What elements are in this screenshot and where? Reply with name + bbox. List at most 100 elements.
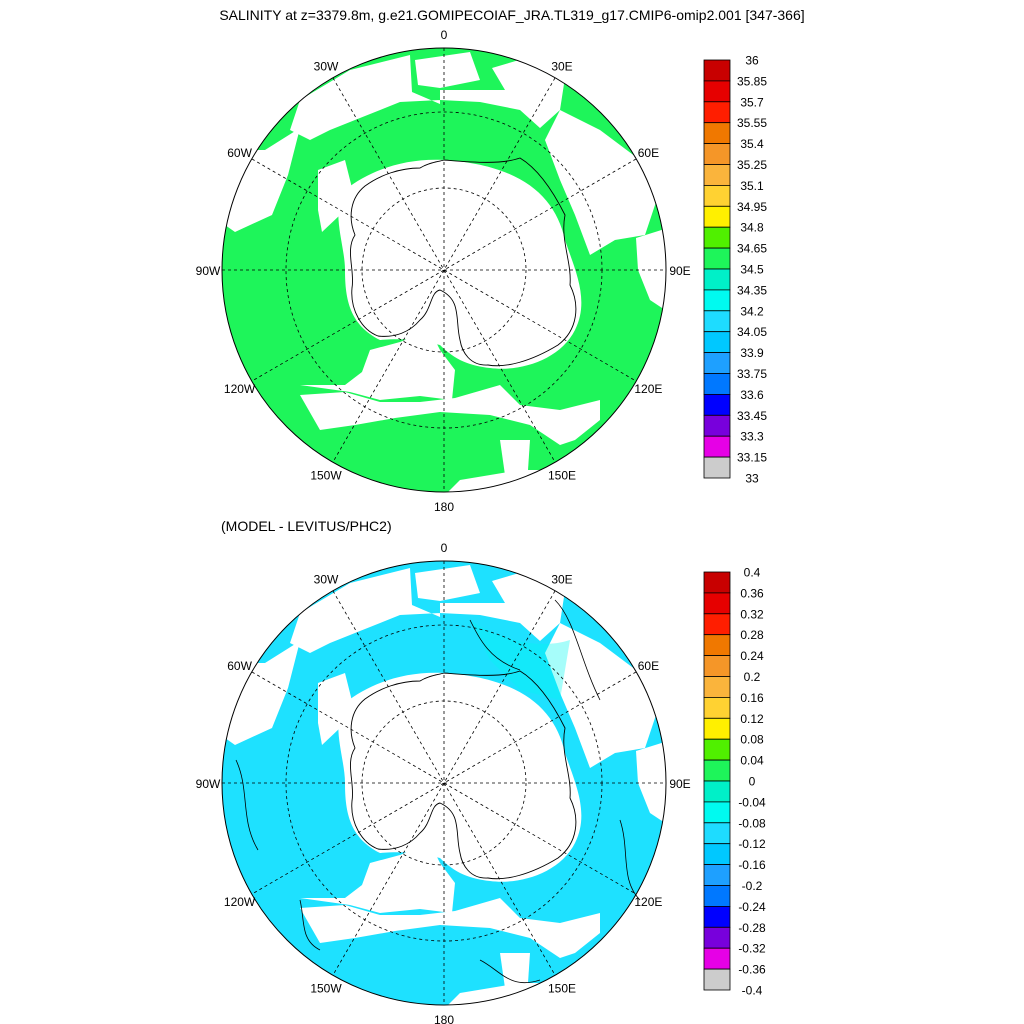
difference-lon-label: 90W [196,777,221,791]
difference-colorbar-box [703,571,731,594]
difference-colorbar-label: -0.32 [738,942,766,956]
figure-title: SALINITY at z=3379.8m, g.e21.GOMIPECOIAF… [219,7,804,23]
difference-colorbar-label: 0.4 [744,566,761,580]
salinity-colorbar-label: 33.6 [740,388,764,402]
salinity-colorbar-box [703,289,731,312]
salinity-lon-label: 90E [669,264,690,278]
difference-colorbar-label: 0.12 [740,712,764,726]
difference-colorbar-label: 0 [749,775,756,789]
difference-colorbar-box [703,676,731,698]
salinity-colorbar-box [703,456,731,479]
difference-colorbar-box [703,926,731,949]
salinity-colorbar-box [703,80,731,103]
salinity-grid [222,48,666,492]
difference-colorbar-box [703,906,731,928]
salinity-colorbar-label: 35.25 [737,158,767,172]
salinity-colorbar-label: 33.15 [737,451,767,465]
figure-subtitle: (MODEL - LEVITUS/PHC2) [221,518,392,534]
difference-lon-label: 120W [224,895,256,909]
salinity-colorbar-box [703,268,731,291]
difference-grid [222,561,666,1005]
salinity-colorbar-label: 33.45 [737,409,767,423]
salinity-lon-label: 150W [310,468,342,482]
difference-colorbar-box [703,822,731,845]
salinity-colorbar-box [703,164,731,186]
salinity-colorbar-label: 33.3 [740,430,764,444]
salinity-colorbar-label: 35.4 [740,137,764,151]
salinity-colorbar-label: 34.5 [740,263,764,277]
salinity-colorbar-box [703,331,731,354]
salinity-colorbar-label: 35.55 [737,116,767,130]
salinity-lon-labels: 0 30E 60E 90E 120E 150E 180 150W 120W 90W 60W 30W [196,28,691,514]
salinity-colorbar-box [703,101,731,124]
salinity-colorbar-box [703,435,731,458]
salinity-lon-label: 60W [227,146,252,160]
difference-lon-label: 90E [669,777,690,791]
salinity-map: 0 30E 60E 90E 120E 150E 180 150W 120W 90W 60W 30W 3… [196,28,768,514]
salinity-colorbar-label: 35.85 [737,74,767,88]
difference-colorbar-box [703,864,731,886]
difference-colorbar-label: -0.12 [738,837,766,851]
difference-lon-label: 150W [310,981,342,995]
difference-colorbar-box [703,634,731,657]
difference-colorbar-label: 0.36 [740,586,764,600]
difference-colorbar-label: -0.28 [738,921,766,935]
salinity-colorbar-box [703,393,731,416]
salinity-colorbar-box [703,205,731,228]
difference-colorbar-label: -0.04 [738,795,766,809]
difference-colorbar-box [703,947,731,970]
salinity-colorbar-label: 35.1 [740,179,764,193]
salinity-colorbar-label: 33.75 [737,367,767,381]
salinity-colorbar-label: 34.65 [737,242,767,256]
difference-colorbar-box [703,801,731,824]
difference-lon-label: 30E [551,573,572,587]
difference-colorbar-label: 0.28 [740,628,764,642]
difference-antarctic-coastline [349,670,577,880]
difference-colorbar-label: -0.16 [738,858,766,872]
salinity-ocean-fill [222,48,666,492]
difference-lon-labels: 0 30E 60E 90E 120E 150E 180 150W 120W 90W 60W 30W [196,541,691,1024]
salinity-antarctic-coastline [349,157,577,367]
salinity-colorbar-box [703,143,731,165]
difference-colorbar-label: 0.32 [740,607,764,621]
difference-colorbar-label: -0.4 [742,984,763,998]
salinity-colorbar-box [703,122,731,144]
salinity-colorbar-box [703,414,731,437]
difference-contours [235,599,641,984]
salinity-colorbar-box [703,310,731,333]
salinity-colorbar-box [703,352,731,374]
difference-lon-label: 120E [634,895,662,909]
difference-colorbar-box [703,655,731,677]
difference-map: 0 30E 60E 90E 120E 150E 180 150W 120W 90W 60W 30W 0… [196,541,766,1024]
salinity-colorbar-label: 33 [745,472,759,486]
salinity-colorbar-label: 36 [745,54,759,68]
difference-colorbar-box [703,697,731,719]
difference-colorbar-box [703,759,731,782]
salinity-colorbar-label: 33.9 [740,346,764,360]
salinity-lon-label: 60E [638,146,659,160]
difference-colorbar: 0.4 0.36 0.32 0.28 0.24 0.2 0.16 0.12 0.08 0.04 0 -… [703,566,766,998]
difference-colorbar-label: 0.08 [740,733,764,747]
difference-colorbar-box [703,738,731,761]
salinity-lon-label: 180 [434,500,454,514]
difference-lon-label: 60W [227,659,252,673]
difference-colorbar-box [703,592,731,615]
difference-colorbar-box [703,613,731,636]
salinity-lon-label: 30E [551,60,572,74]
difference-colorbar-label: -0.2 [742,879,763,893]
difference-colorbar-label: 0.16 [740,691,764,705]
salinity-colorbar-label: 34.95 [737,200,767,214]
salinity-colorbar-box [703,226,731,249]
salinity-lon-label: 0 [441,28,448,42]
difference-lon-label: 180 [434,1013,454,1024]
difference-lon-label: 150E [548,981,576,995]
difference-colorbar-label: 0.24 [740,649,764,663]
salinity-colorbar-label: 34.8 [740,221,764,235]
salinity-colorbar-label: 34.35 [737,283,767,297]
salinity-lon-label: 30W [314,60,339,74]
salinity-colorbar-label: 35.7 [740,95,764,109]
difference-colorbar-label: -0.08 [738,816,766,830]
difference-lon-label: 0 [441,541,448,555]
difference-lon-label: 60E [638,659,659,673]
difference-colorbar-box [703,885,731,907]
